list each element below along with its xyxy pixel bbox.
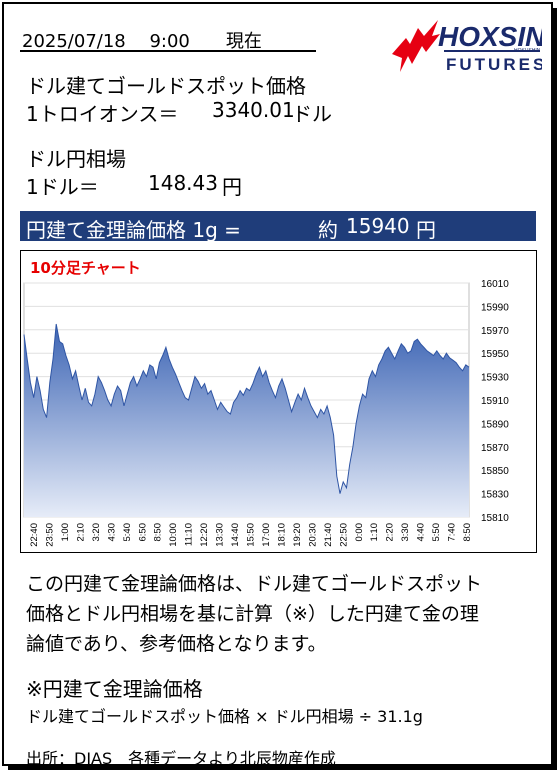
y-tick-label: 15810 xyxy=(481,513,509,524)
gold-spot-label: ドル建てゴールドスポット価格 xyxy=(26,74,306,98)
x-tick-label: 1:00 xyxy=(60,523,71,542)
source-label: 出所：DIAS 各種データより北辰物産作成 xyxy=(26,749,336,768)
note-title: ※円建て金理論価格 xyxy=(26,677,203,701)
x-tick-label: 1:10 xyxy=(369,523,380,542)
banner-label: 円建て金理論価格 1g = xyxy=(26,218,241,242)
fx-currency: 円 xyxy=(222,175,242,199)
chart-container: 15810 15830 15850 15870 15890 15910 15930 15950… xyxy=(20,250,537,553)
y-tick-label: 15950 xyxy=(481,349,509,360)
y-tick-label: 16010 xyxy=(481,279,509,290)
frame-shadow-right xyxy=(553,8,557,770)
x-tick-label: 8:50 xyxy=(153,523,164,542)
y-tick-label: 15910 xyxy=(481,396,509,407)
logo-divider xyxy=(444,50,540,52)
series-area xyxy=(24,324,469,517)
y-tick-label: 15930 xyxy=(481,373,509,384)
datetime-underline xyxy=(20,50,316,52)
x-tick-label: 22:50 xyxy=(338,523,349,547)
series-line xyxy=(23,323,470,494)
y-tick-label: 15990 xyxy=(481,302,509,313)
description-line-1: この円建て金理論価格は、ドル建てゴールドスポット xyxy=(26,573,483,595)
x-tick-label: 3:30 xyxy=(400,523,411,542)
fx-value: 148.43 xyxy=(148,171,218,195)
chart-svg: 15810 15830 15850 15870 15890 15910 15930 15950… xyxy=(23,279,509,547)
fx-label: ドル円相場 xyxy=(26,147,126,171)
gold-spot-currency: ドル xyxy=(292,102,332,126)
x-tick-label: 21:40 xyxy=(323,523,334,547)
x-tick-label: 17:00 xyxy=(261,523,272,547)
x-tick-label: 5:50 xyxy=(431,523,442,542)
x-tick-label: 2:20 xyxy=(385,523,396,542)
x-tick-label: 10:00 xyxy=(168,523,179,547)
x-tick-label: 15:50 xyxy=(246,523,257,547)
x-tick-label: 12:20 xyxy=(199,523,210,547)
hoxsin-logo: HOXSIN HOKUSHIN FUTURES xyxy=(392,20,542,74)
fx-unit-label: 1ドル＝ xyxy=(26,175,99,199)
note-formula: ドル建てゴールドスポット価格 × ドル円相場 ÷ 31.1g xyxy=(26,707,423,726)
x-tick-label: 7:40 xyxy=(447,523,458,542)
gold-spot-unit-label: 1トロイオンス＝ xyxy=(26,102,179,126)
x-tick-label: 6:50 xyxy=(137,523,148,542)
y-tick-label: 15870 xyxy=(481,443,509,454)
chart-title: 10分足チャート xyxy=(30,259,141,277)
y-tick-label: 15970 xyxy=(481,326,509,337)
frame-shadow-bottom xyxy=(8,766,557,770)
logo-sub-text: FUTURES xyxy=(446,55,542,74)
x-tick-label: 3:20 xyxy=(91,523,102,542)
logo-main-text: HOXSIN xyxy=(438,21,542,52)
description-line-3: 論値であり、参考価格となります。 xyxy=(26,633,327,655)
description-line-2: 価格とドル円相場を基に計算（※）した円建て金の理 xyxy=(26,603,479,625)
x-tick-label: 4:40 xyxy=(416,523,427,542)
x-tick-label: 18:10 xyxy=(276,523,287,547)
banner-approx: 約 xyxy=(318,218,338,242)
x-tick-label: 22:40 xyxy=(29,523,40,547)
banner-currency: 円 xyxy=(416,218,436,242)
x-tick-label: 8:50 xyxy=(462,523,473,542)
banner-value: 15940 xyxy=(346,214,410,238)
x-tick-label: 19:20 xyxy=(292,523,303,547)
x-tick-label: 11:10 xyxy=(184,523,195,546)
y-tick-label: 15830 xyxy=(481,490,509,501)
gold-spot-value: 3340.01 xyxy=(212,98,295,122)
x-tick-label: 2:10 xyxy=(75,523,86,542)
logo-red-swoosh xyxy=(392,20,440,72)
x-tick-label: 13:30 xyxy=(215,523,226,547)
theoretical-price-banner: 円建て金理論価格 1g = 約 15940 円 xyxy=(20,211,536,242)
x-tick-label: 23:50 xyxy=(45,523,56,547)
x-tick-label: 0:00 xyxy=(354,523,365,542)
datetime-label: 2025/07/18 9:00 現在 xyxy=(22,31,262,52)
x-tick-label: 20:30 xyxy=(307,523,318,547)
x-tick-label: 14:40 xyxy=(230,523,241,547)
y-tick-label: 15890 xyxy=(481,419,509,430)
y-tick-label: 15850 xyxy=(481,466,509,477)
x-tick-label: 5:40 xyxy=(122,523,133,542)
x-tick-label: 4:30 xyxy=(106,523,117,542)
page-frame xyxy=(2,2,553,766)
